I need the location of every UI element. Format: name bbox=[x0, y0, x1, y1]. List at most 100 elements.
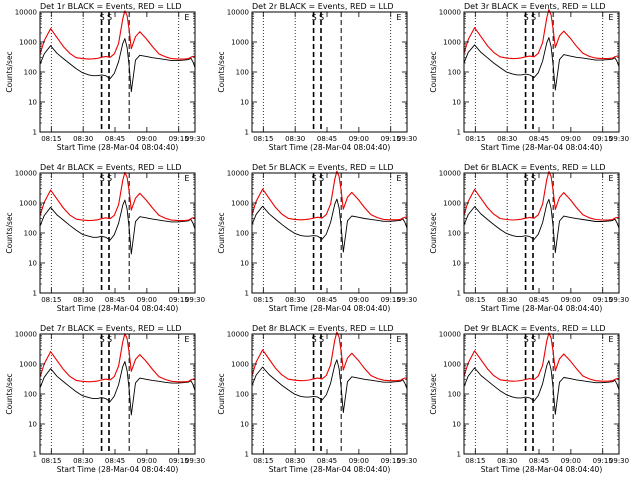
lld-series-line bbox=[39, 333, 195, 383]
panel-title: Det 3r BLACK = Events, RED = LLD bbox=[464, 2, 606, 11]
state-flag: E bbox=[608, 335, 613, 344]
x-tick-label: 08:30 bbox=[73, 457, 93, 465]
y-axis-label: Counts/sec bbox=[5, 212, 14, 253]
y-tick-label: 1000 bbox=[19, 200, 37, 208]
state-flag: S bbox=[107, 13, 112, 22]
events-series-line bbox=[463, 198, 620, 254]
state-flag: E bbox=[396, 335, 401, 344]
x-tick-label: 09:30 bbox=[397, 457, 417, 465]
y-tick-label: 100 bbox=[236, 391, 249, 399]
state-flag: S bbox=[524, 335, 529, 344]
lld-series-line bbox=[463, 9, 619, 60]
plot-frame bbox=[463, 333, 620, 455]
x-tick-label: 09:15 bbox=[381, 296, 401, 304]
lld-series-line bbox=[39, 10, 195, 60]
state-flag: S bbox=[531, 13, 536, 22]
y-tick-label: 10000 bbox=[227, 9, 249, 17]
plot-frame bbox=[39, 172, 196, 294]
y-tick-label: 1000 bbox=[19, 39, 37, 47]
state-flag: S bbox=[312, 335, 317, 344]
x-tick-label: 08:45 bbox=[105, 135, 125, 143]
state-flag: E bbox=[184, 13, 189, 22]
plot-frame bbox=[251, 333, 408, 455]
y-axis-label: Counts/sec bbox=[5, 373, 14, 414]
x-tick-label: 09:00 bbox=[349, 135, 369, 143]
state-flag: S bbox=[319, 13, 324, 22]
state-flag: S bbox=[312, 13, 317, 22]
detector-panel: Det 8r BLACK = Events, RED = LLD S S E 1 10 10… bbox=[217, 324, 417, 474]
panel-title: Det 2r BLACK = Events, RED = LLD bbox=[252, 2, 394, 11]
x-tick-label: 09:00 bbox=[349, 457, 369, 465]
state-flag: E bbox=[396, 174, 401, 183]
y-tick-label: 10 bbox=[240, 421, 249, 429]
state-flag: E bbox=[184, 174, 189, 183]
state-flag: E bbox=[396, 13, 401, 22]
y-tick-label: 1 bbox=[33, 451, 37, 459]
events-series-line bbox=[39, 199, 196, 255]
x-tick-label: 09:00 bbox=[137, 296, 157, 304]
x-tick-label: 08:15 bbox=[253, 296, 273, 304]
x-tick-label: 09:15 bbox=[169, 296, 189, 304]
x-tick-label: 08:30 bbox=[285, 296, 305, 304]
y-tick-label: 10 bbox=[452, 421, 461, 429]
state-flag: S bbox=[100, 174, 105, 183]
x-tick-label: 08:30 bbox=[285, 457, 305, 465]
x-tick-label: 08:45 bbox=[317, 296, 337, 304]
detector-panel: Det 7r BLACK = Events, RED = LLD S S E 1 10 10… bbox=[5, 324, 205, 474]
detector-panel: Det 4r BLACK = Events, RED = LLD S S E 1 10 10… bbox=[5, 163, 205, 313]
plot-frame bbox=[39, 11, 196, 133]
y-tick-label: 10 bbox=[28, 99, 37, 107]
x-tick-label: 09:30 bbox=[609, 296, 629, 304]
state-flag: S bbox=[319, 335, 324, 344]
x-tick-label: 09:15 bbox=[381, 457, 401, 465]
y-tick-label: 10 bbox=[240, 99, 249, 107]
x-tick-label: 09:15 bbox=[169, 457, 189, 465]
events-series-line bbox=[463, 360, 620, 415]
y-tick-label: 10000 bbox=[15, 9, 37, 17]
x-tick-label: 08:15 bbox=[253, 135, 273, 143]
state-flag: S bbox=[524, 174, 529, 183]
events-series-line bbox=[251, 359, 408, 414]
x-tick-label: 09:00 bbox=[561, 296, 581, 304]
panel-title: Det 5r BLACK = Events, RED = LLD bbox=[252, 163, 394, 172]
y-tick-label: 10 bbox=[28, 260, 37, 268]
x-tick-label: 08:15 bbox=[41, 457, 61, 465]
panel-title: Det 7r BLACK = Events, RED = LLD bbox=[40, 324, 182, 333]
state-flag: S bbox=[531, 174, 536, 183]
y-axis-label: Counts/sec bbox=[217, 373, 226, 414]
x-tick-label: 09:15 bbox=[169, 135, 189, 143]
x-tick-label: 08:15 bbox=[253, 457, 273, 465]
y-axis-label: Counts/sec bbox=[429, 212, 438, 253]
plot-frame bbox=[463, 172, 620, 294]
state-flag: S bbox=[312, 174, 317, 183]
y-axis-label: Counts/sec bbox=[429, 51, 438, 92]
x-tick-label: 09:15 bbox=[593, 296, 613, 304]
y-tick-label: 1000 bbox=[231, 200, 249, 208]
x-tick-label: 09:00 bbox=[561, 457, 581, 465]
x-axis-label: Start Time (28-Mar-04 08:04:40) bbox=[269, 304, 391, 313]
detector-panel: Det 1r BLACK = Events, RED = LLD S S E 1 10 10… bbox=[5, 2, 205, 152]
y-tick-label: 1 bbox=[245, 129, 249, 137]
x-tick-label: 08:45 bbox=[317, 457, 337, 465]
x-tick-label: 09:15 bbox=[593, 135, 613, 143]
x-tick-label: 08:30 bbox=[497, 135, 517, 143]
x-tick-label: 08:15 bbox=[465, 296, 485, 304]
y-axis-label: Counts/sec bbox=[217, 212, 226, 253]
y-tick-label: 1 bbox=[245, 290, 249, 298]
y-tick-label: 10000 bbox=[15, 331, 37, 339]
x-tick-label: 09:00 bbox=[349, 296, 369, 304]
detector-panel: Det 5r BLACK = Events, RED = LLD S S E 1 10 10… bbox=[217, 163, 417, 313]
y-axis-label: Counts/sec bbox=[429, 373, 438, 414]
x-axis-label: Start Time (28-Mar-04 08:04:40) bbox=[269, 143, 391, 152]
state-flag: S bbox=[107, 174, 112, 183]
x-tick-label: 08:45 bbox=[529, 457, 549, 465]
y-tick-label: 10000 bbox=[15, 170, 37, 178]
state-flag: E bbox=[608, 13, 613, 22]
x-tick-label: 09:15 bbox=[381, 135, 401, 143]
events-series-line bbox=[463, 37, 620, 91]
y-tick-label: 1000 bbox=[443, 39, 461, 47]
y-tick-label: 1000 bbox=[19, 361, 37, 369]
events-series-line bbox=[39, 38, 196, 93]
x-tick-label: 09:30 bbox=[609, 135, 629, 143]
plot-frame bbox=[39, 333, 196, 455]
